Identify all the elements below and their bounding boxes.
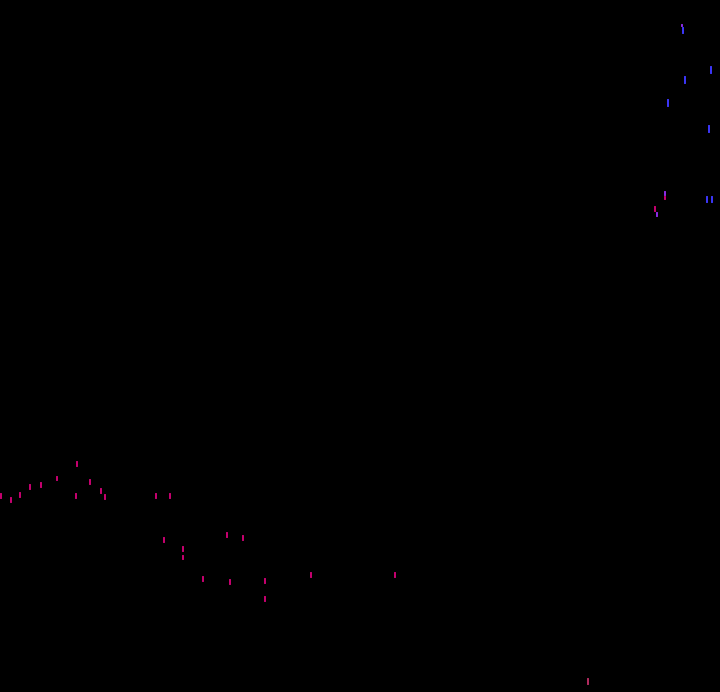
nitrogen-atom-label: [681, 24, 683, 27]
oxygen-atom-label: [155, 493, 157, 499]
oxygen-atom-label: [229, 579, 231, 585]
oxygen-atom-label: [56, 476, 58, 481]
nitrogen-atom-label: [710, 66, 712, 74]
nitrogen-atom-label: [706, 196, 708, 203]
oxygen-atom-label: [264, 596, 266, 602]
oxygen-atom-label: [394, 572, 396, 578]
nitrogen-atom-label: [667, 99, 669, 107]
oxygen-atom-label: [104, 494, 106, 500]
oxygen-atom-label: [264, 578, 266, 584]
nitrogen-atom-label: [684, 76, 686, 84]
oxygen-atom-label: [654, 206, 656, 212]
oxygen-atom-label: [40, 482, 42, 488]
oxygen-atom-label: [587, 678, 589, 685]
oxygen-atom-label: [310, 572, 312, 578]
oxygen-atom-label: [226, 532, 228, 538]
nitrogen-atom-label: [682, 27, 684, 34]
oxygen-atom-label: [100, 488, 102, 494]
oxygen-atom-label: [75, 493, 77, 499]
oxygen-atom-label: [202, 576, 204, 582]
oxygen-atom-label: [163, 537, 165, 543]
oxygen-atom-label: [29, 484, 31, 490]
oxygen-atom-label: [89, 479, 91, 485]
hydrogen-atom-label: [711, 196, 713, 203]
oxygen-atom-label: [664, 191, 666, 196]
oxygen-atom-label: [0, 493, 2, 499]
oxygen-atom-label: [76, 461, 78, 467]
oxygen-atom-label: [10, 497, 12, 503]
nitrogen-atom-label: [708, 125, 710, 133]
oxygen-atom-label: [19, 492, 21, 498]
oxygen-atom-label: [656, 212, 658, 217]
oxygen-atom-label: [664, 196, 666, 200]
oxygen-atom-label: [182, 555, 184, 560]
oxygen-atom-label: [182, 546, 184, 552]
oxygen-atom-label: [169, 493, 171, 499]
oxygen-atom-label: [242, 535, 244, 541]
